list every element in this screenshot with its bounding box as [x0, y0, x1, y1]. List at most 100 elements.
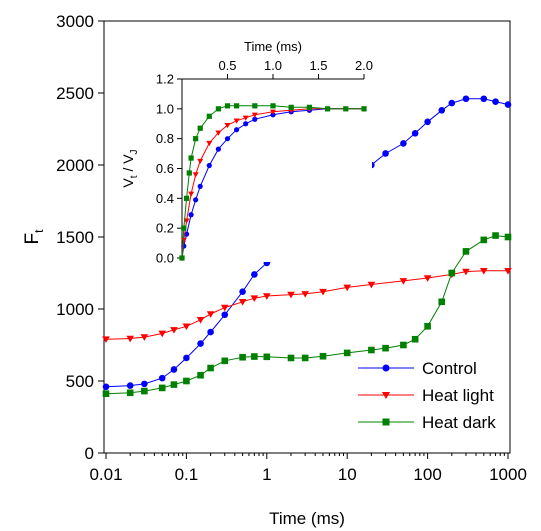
inset-x-tick-label: 0.5 — [218, 58, 236, 73]
inset-data-point — [188, 191, 195, 197]
data-point — [480, 236, 488, 244]
main-x-tick-label: 10 — [338, 465, 357, 484]
data-point — [448, 99, 456, 107]
legend-label: Heat dark — [422, 413, 496, 432]
data-point — [207, 364, 214, 372]
data-point — [382, 344, 389, 352]
main-y-tick-label: 3000 — [56, 12, 94, 31]
data-point — [263, 293, 271, 300]
inset-data-point — [197, 125, 203, 131]
main-y-tick-label: 2500 — [56, 84, 94, 103]
inset-x-tick-label: 1.0 — [264, 58, 282, 73]
inset-data-point — [243, 121, 249, 127]
data-point — [221, 311, 229, 319]
data-point — [170, 381, 178, 388]
inset-x-axis-label: Time (ms) — [244, 39, 302, 54]
data-point — [126, 382, 134, 389]
legend: Control Heat light Heat dark — [358, 359, 496, 432]
inset-y-tick-label: 1.2 — [156, 72, 174, 87]
data-point — [207, 328, 214, 336]
data-point — [102, 390, 110, 397]
data-point — [287, 354, 295, 362]
data-point — [462, 268, 470, 276]
inset-series — [179, 103, 367, 261]
inset-data-point — [193, 136, 199, 142]
legend-marker — [382, 364, 390, 372]
data-point — [287, 291, 295, 299]
data-point — [462, 248, 470, 255]
data-point — [196, 316, 205, 324]
data-point — [102, 383, 110, 391]
data-point — [411, 335, 419, 343]
inset-y-axis-label: Vt / VJ — [120, 149, 140, 187]
main-y-tick-label: 1000 — [56, 300, 94, 319]
inset-y-tick-label: 0.6 — [156, 161, 174, 176]
data-point — [251, 271, 258, 278]
legend-item-control: Control — [358, 359, 477, 378]
main-y-label-main: F — [22, 233, 43, 245]
legend-label: Control — [422, 359, 477, 378]
legend-item-heat-dark: Heat dark — [358, 413, 496, 432]
data-point — [319, 288, 327, 296]
main-x-tick-label: 1 — [262, 465, 271, 484]
data-point — [368, 346, 375, 354]
main-x-tick-label: 100 — [413, 465, 441, 484]
data-point — [239, 353, 246, 361]
data-point — [141, 387, 148, 395]
main-series — [102, 95, 512, 397]
data-point — [492, 98, 499, 105]
data-point — [263, 353, 271, 361]
data-point — [480, 268, 488, 275]
data-point — [399, 278, 408, 285]
main-chart: 0 500 1000 1500 2000 2500 3000 0.01 0.1 1 10 100 100… — [22, 12, 527, 528]
legend-marker — [381, 392, 391, 400]
inset-y-label-part: V — [120, 178, 136, 188]
data-point — [170, 327, 178, 334]
data-point — [424, 322, 431, 330]
data-point — [411, 130, 419, 137]
inset-y-label-subscript: J — [129, 149, 140, 154]
inset-data-point — [270, 109, 276, 115]
data-point — [126, 389, 134, 397]
data-point — [238, 298, 247, 306]
data-point — [400, 341, 407, 349]
data-point — [448, 269, 456, 277]
inset-data-point — [215, 130, 222, 136]
inset-data-point — [206, 162, 212, 169]
inset-data-point — [179, 255, 185, 261]
main-y-label-subscript: t — [32, 229, 46, 233]
inset-y-label-part: / V — [120, 154, 136, 176]
data-point — [423, 275, 432, 282]
inset-data-point — [215, 106, 221, 112]
inset-data-point — [325, 106, 331, 112]
inset-data-point — [270, 103, 276, 109]
data-point — [170, 366, 178, 373]
legend-item-heat-light: Heat light — [358, 386, 494, 405]
data-point — [504, 268, 512, 275]
data-point — [126, 335, 134, 343]
inset-y-tick-label: 0.4 — [156, 191, 174, 206]
legend-marker — [382, 418, 390, 426]
inset-series-heat-dark — [179, 103, 367, 261]
inset-y-tick-label: 1.0 — [156, 101, 174, 116]
inset-data-point — [186, 170, 192, 176]
inset-y-tick-label: 0.0 — [156, 251, 174, 266]
inset-data-point — [188, 212, 194, 218]
series-heat-light — [102, 268, 512, 344]
inset-data-point — [252, 103, 258, 109]
inset-data-point — [361, 106, 367, 112]
inset-x-tick-label: 2.0 — [355, 58, 373, 73]
inset-data-point — [343, 106, 349, 112]
data-point — [367, 281, 376, 289]
data-point — [220, 304, 229, 312]
data-point — [504, 101, 512, 108]
inset-data-point — [306, 104, 312, 110]
inset-data-point — [197, 158, 204, 165]
data-point — [480, 95, 488, 103]
main-x-tick-label: 0.1 — [175, 465, 199, 484]
data-point — [492, 232, 499, 239]
data-point — [462, 95, 470, 103]
inset-data-point — [183, 195, 190, 201]
inset-data-point — [252, 116, 258, 122]
